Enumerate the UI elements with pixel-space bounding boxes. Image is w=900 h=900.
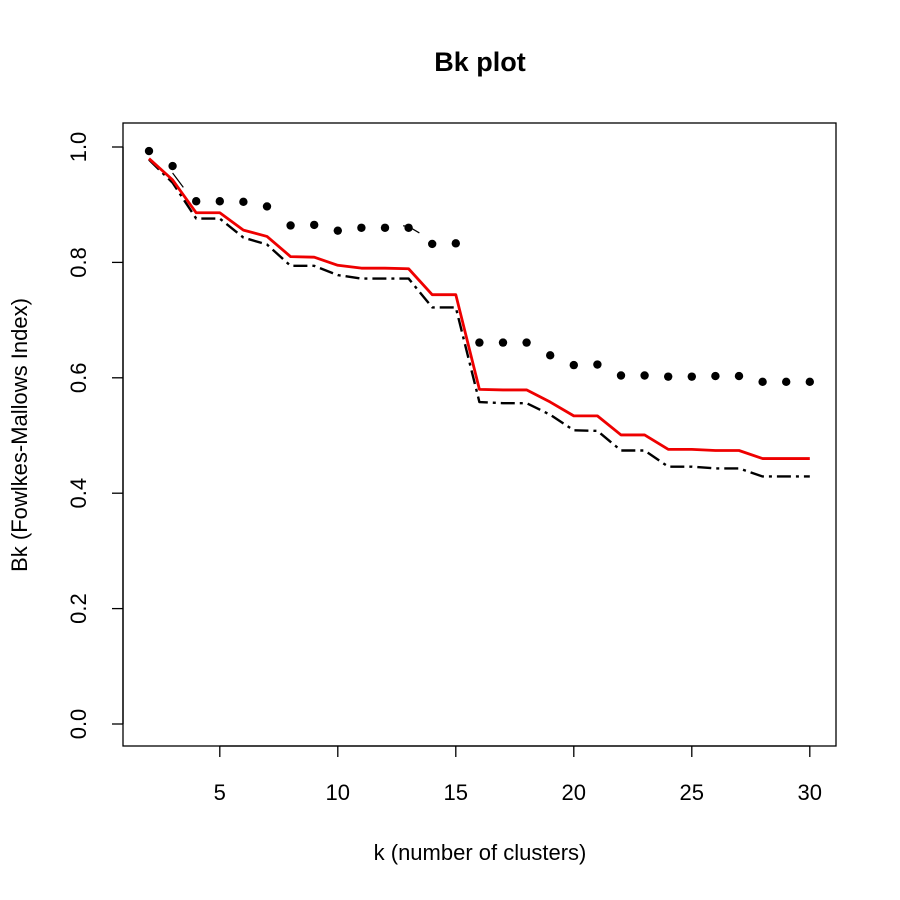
- data-point: [168, 161, 177, 171]
- data-point: [475, 338, 484, 347]
- data-point: [805, 377, 814, 387]
- data-point: [428, 239, 437, 249]
- x-axis-label: k (number of clusters): [374, 840, 587, 865]
- data-point: [192, 197, 201, 206]
- data-point: [333, 226, 342, 235]
- series-line-dashed: [148, 158, 810, 478]
- data-point: [711, 371, 720, 381]
- data-point: [404, 223, 413, 232]
- x-tick-label: 25: [680, 780, 704, 805]
- data-point: [262, 202, 272, 211]
- x-tick-label: 20: [562, 780, 586, 805]
- x-tick-label: 10: [326, 780, 350, 805]
- y-tick-label: 0.2: [66, 593, 91, 624]
- data-point: [687, 372, 696, 381]
- data-point: [451, 239, 460, 248]
- data-point: [758, 377, 767, 387]
- series-layer: [144, 146, 814, 478]
- data-point: [286, 221, 295, 230]
- data-point: [593, 360, 602, 369]
- data-point: [546, 351, 555, 360]
- chart-title: Bk plot: [434, 47, 526, 77]
- y-axis: 0.0 0.2 0.4 0.6 0.8 1.0: [66, 132, 124, 740]
- data-point: [522, 338, 531, 347]
- x-tick-label: 5: [214, 780, 226, 805]
- y-tick-label: 1.0: [66, 132, 91, 163]
- data-point: [144, 146, 154, 156]
- y-tick-label: 0.8: [66, 247, 91, 278]
- data-point: [215, 197, 224, 206]
- data-point: [640, 371, 649, 380]
- data-point: [664, 372, 673, 381]
- y-axis-label: Bk (Fowlkes-Mallows Index): [7, 298, 32, 572]
- x-tick-label: 15: [444, 780, 468, 805]
- data-point: [239, 197, 248, 207]
- data-point: [498, 338, 508, 347]
- plot-frame: [122, 122, 837, 747]
- data-point: [310, 220, 319, 230]
- y-tick-label: 0.6: [66, 363, 91, 394]
- series-line-red: [148, 157, 810, 460]
- x-tick-label: 30: [798, 780, 822, 805]
- data-point: [569, 360, 578, 370]
- x-axis: 5 10 15 20 25 30: [214, 745, 822, 805]
- data-point: [734, 371, 744, 381]
- data-point: [616, 371, 626, 380]
- data-point: [380, 223, 390, 232]
- data-point: [357, 223, 366, 232]
- y-tick-label: 0.0: [66, 709, 91, 740]
- y-tick-label: 0.4: [66, 478, 91, 509]
- data-point: [782, 377, 791, 387]
